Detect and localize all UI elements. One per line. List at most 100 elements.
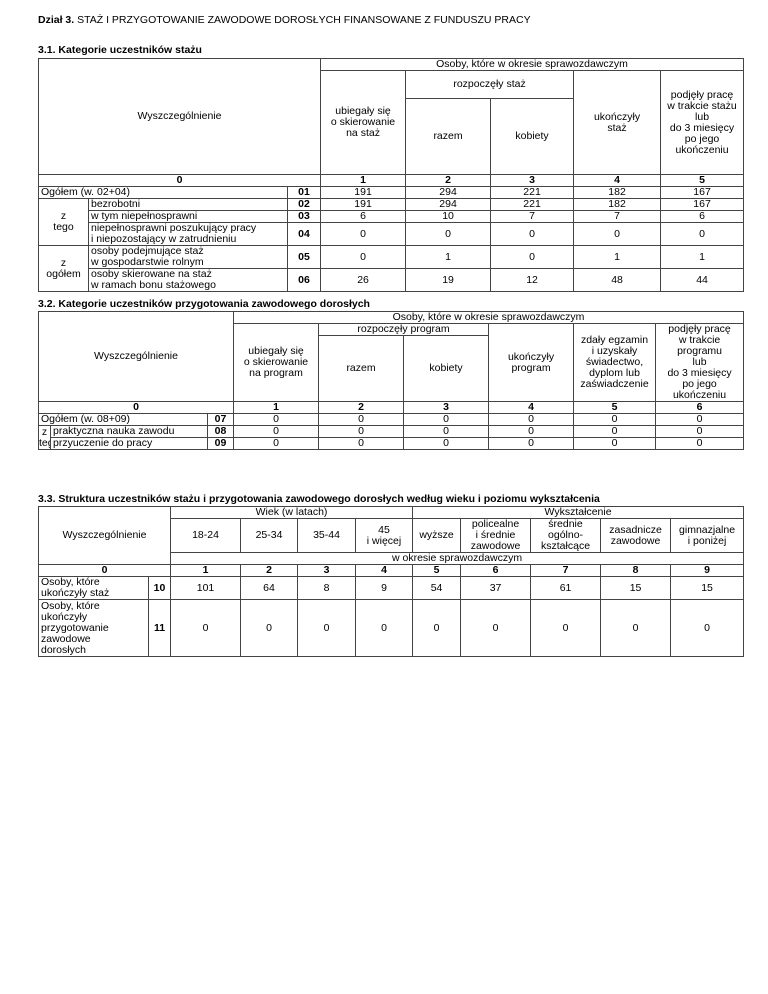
cell: 0	[490, 222, 575, 246]
header-c4: ukończyły program	[488, 323, 575, 402]
header-rozp: rozpoczęły program	[318, 323, 490, 336]
col-num: 6	[655, 401, 745, 414]
cell: 0	[318, 437, 405, 450]
cell: 0	[318, 413, 405, 426]
header-wyksztalcenie: Wykształcenie	[412, 506, 745, 519]
cell: 37	[460, 576, 532, 600]
table-row: przyuczenie do pracy 09 0 0 0 0 0 0	[39, 437, 745, 450]
header-c1: ubiegały się o skierowanie na staż	[320, 70, 407, 175]
group-label: z tego	[38, 198, 89, 246]
cell: 0	[488, 437, 575, 450]
row-code: 11	[147, 599, 172, 657]
header-c4: ukończyły staż	[573, 70, 662, 175]
table2-title: 3.2. Kategorie uczestników przygotowania…	[38, 298, 370, 310]
header-osoby: Osoby, które w okresie sprawozdawczym	[320, 58, 745, 71]
header-col: wyższe	[412, 518, 462, 553]
col-num: 1	[170, 564, 242, 577]
cell: 221	[490, 198, 575, 211]
cell: 61	[530, 576, 602, 600]
cell: 10	[405, 210, 492, 223]
row-code: 07	[206, 413, 235, 426]
header-c6: podjęły pracę w trakcie programu lub do …	[655, 323, 745, 402]
header-kobiety: kobiety	[490, 98, 575, 175]
cell: 0	[318, 425, 405, 438]
cell: 44	[660, 268, 745, 292]
table-row: Ogółem (w. 02+04) 01 191 294 221 182 167	[38, 186, 745, 199]
col-num: 5	[660, 174, 745, 187]
row-label: w tym niepełnosprawni	[88, 210, 288, 223]
cell: 0	[233, 413, 320, 426]
cell: 1	[660, 245, 745, 269]
header-wiek: Wiek (w latach)	[170, 506, 414, 519]
header-c5: podjęły pracę w trakcie stażu lub do 3 m…	[660, 70, 745, 175]
cell: 0	[233, 437, 320, 450]
col-num: 4	[355, 564, 414, 577]
cell: 12	[490, 268, 575, 292]
table-3-1: Wyszczególnienie Osoby, które w okresie s…	[37, 58, 745, 292]
cell: 54	[412, 576, 462, 600]
col-num: 2	[240, 564, 299, 577]
cell: 191	[320, 198, 407, 211]
cell: 64	[240, 576, 299, 600]
cell: 0	[490, 245, 575, 269]
header-col: policealne i średnie zawodowe	[460, 518, 532, 553]
row-code: 05	[286, 245, 322, 269]
cell: 294	[405, 186, 492, 199]
header-razem: razem	[318, 335, 405, 402]
row-code: 02	[286, 198, 322, 211]
cell: 0	[573, 425, 657, 438]
table-row: niepełnosprawni poszukujący pracy i niep…	[39, 222, 745, 246]
col-num: 6	[460, 564, 532, 577]
row-label: niepełnosprawni poszukujący pracy i niep…	[88, 222, 288, 246]
cell: 191	[320, 186, 407, 199]
col-num: 0	[37, 401, 235, 414]
cell: 0	[600, 599, 672, 657]
cell: 6	[320, 210, 407, 223]
cell: 0	[655, 413, 745, 426]
cell: 26	[320, 268, 407, 292]
row-code: 09	[206, 437, 235, 450]
row-label: Ogółem (w. 08+09)	[38, 413, 208, 426]
document-title: Dział 3. STAŻ I PRZYGOTOWANIE ZAWODOWE D…	[38, 14, 531, 26]
table-row: z tego bezrobotni 02 191 294 221 182 167	[38, 198, 745, 246]
group-label: z tego	[38, 425, 51, 450]
cell: 0	[573, 413, 657, 426]
header-col: średnie ogólno- kształcące	[530, 518, 602, 553]
cell: 167	[660, 198, 745, 211]
header-razem: razem	[405, 98, 492, 175]
row-label: osoby podejmujące staż w gospodarstwie r…	[88, 245, 288, 269]
cell: 0	[488, 413, 575, 426]
header-spec: Wyszczególnienie	[37, 506, 172, 565]
section-title: STAŻ I PRZYGOTOWANIE ZAWODOWE DOROSŁYCH …	[77, 14, 531, 26]
col-num: 1	[320, 174, 407, 187]
col-num: 3	[490, 174, 575, 187]
row-code: 03	[286, 210, 322, 223]
table-row: Osoby, które ukończyły przygotowanie zaw…	[38, 599, 745, 657]
cell: 0	[403, 425, 490, 438]
table1-title: 3.1. Kategorie uczestników stażu	[38, 44, 202, 56]
table-3-2: Wyszczególnienie Osoby, które w okresie s…	[37, 311, 745, 450]
cell: 0	[240, 599, 299, 657]
section-number: Dział 3.	[38, 14, 75, 26]
row-code: 01	[286, 186, 322, 199]
cell: 182	[573, 198, 662, 211]
header-col: zasadnicze zawodowe	[600, 518, 672, 553]
cell: 294	[405, 198, 492, 211]
cell: 0	[403, 437, 490, 450]
cell: 0	[320, 222, 407, 246]
table-row: osoby skierowane na staż w ramach bonu s…	[39, 268, 745, 292]
cell: 15	[600, 576, 672, 600]
cell: 167	[660, 186, 745, 199]
header-c5: zdały egzamin i uzyskały świadectwo, dyp…	[573, 323, 657, 402]
cell: 0	[573, 222, 662, 246]
col-num: 4	[488, 401, 575, 414]
cell: 0	[405, 222, 492, 246]
header-spec: Wyszczególnienie	[37, 311, 235, 402]
header-spec: Wyszczególnienie	[37, 58, 322, 175]
cell: 15	[670, 576, 745, 600]
cell: 6	[660, 210, 745, 223]
header-col: 25-34	[240, 518, 299, 553]
col-num: 5	[412, 564, 462, 577]
row-code: 06	[286, 268, 322, 292]
